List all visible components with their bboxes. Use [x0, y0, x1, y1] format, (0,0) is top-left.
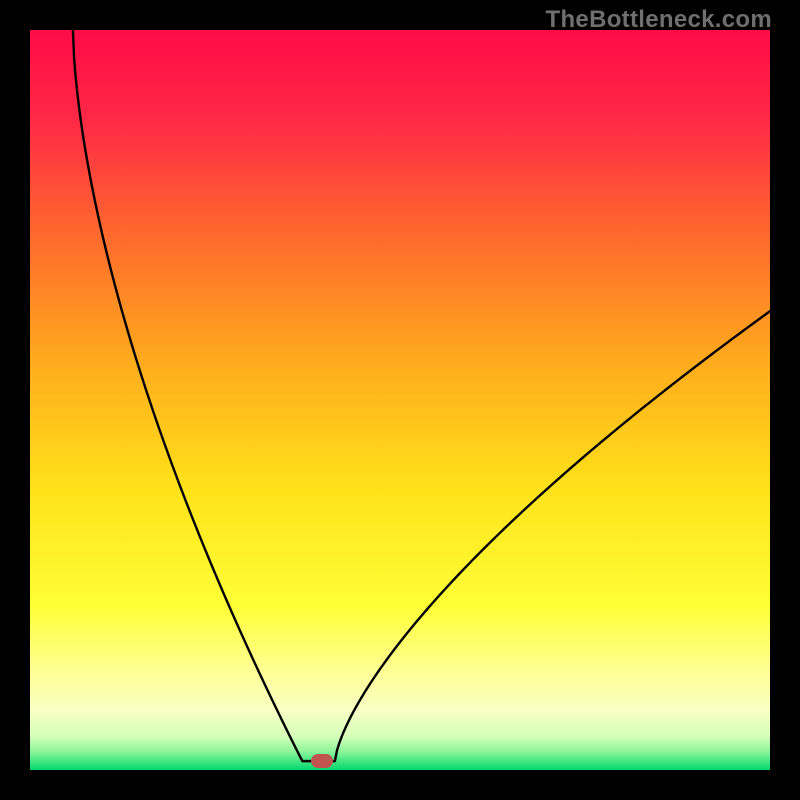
plot-area	[30, 30, 770, 770]
curve-layer	[30, 30, 770, 770]
minimum-marker	[311, 754, 333, 768]
bottleneck-curve	[73, 30, 770, 761]
watermark-text: TheBottleneck.com	[546, 6, 772, 34]
chart-frame: TheBottleneck.com	[0, 0, 800, 800]
